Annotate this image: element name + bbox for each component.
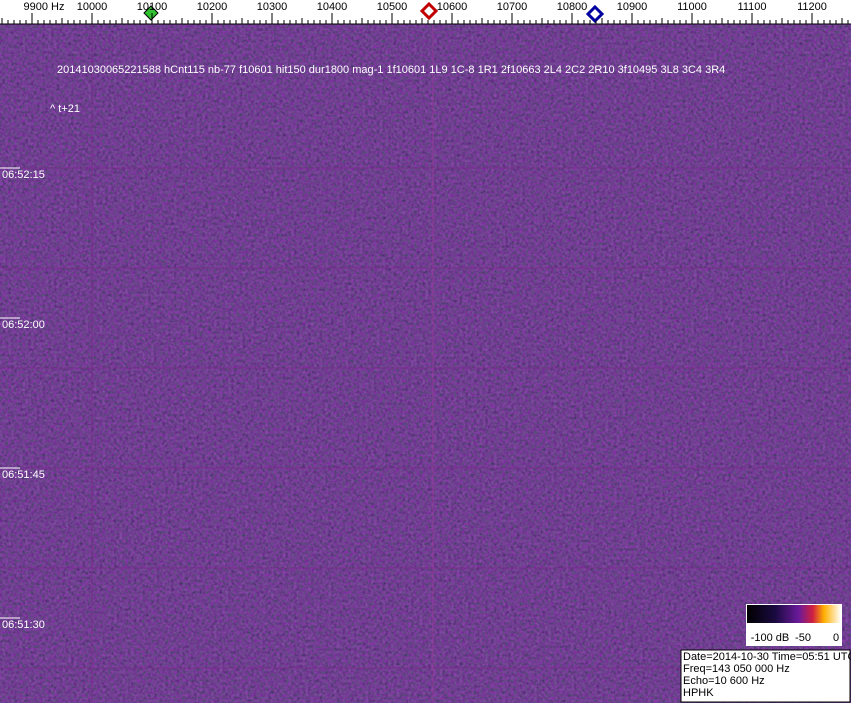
time-label: 06:51:30 <box>2 619 45 631</box>
tick-label: 11100 <box>738 1 767 13</box>
tick-label: 10900 <box>617 1 648 13</box>
info-line: Echo=10 600 Hz <box>683 675 765 687</box>
info-box <box>680 649 851 703</box>
tick-label: 10300 <box>257 1 288 13</box>
scale-label: -100 dB <box>751 632 790 644</box>
time-label: 06:52:00 <box>2 319 45 331</box>
tick-label: 10700 <box>497 1 528 13</box>
scale-label: 0 <box>833 632 839 644</box>
time-labels: 06:52:15 06:52:00 06:51:45 06:51:30 <box>0 167 45 631</box>
markers <box>143 1 605 24</box>
scale-label: -50 <box>795 632 811 644</box>
tick-label: 11000 <box>677 1 707 13</box>
tick-label: 10800 <box>557 1 588 13</box>
tick-label: 11200 <box>797 1 827 13</box>
info-line: Date=2014-10-30 Time=05:51 UTC <box>683 651 851 663</box>
grid <box>0 24 851 703</box>
tick-label: 10600 <box>437 1 468 13</box>
info-line: Freq=143 050 000 Hz <box>683 663 790 675</box>
info-line: HPHK <box>683 687 714 699</box>
waterfall-noise <box>0 24 851 703</box>
tick-label: 10400 <box>317 1 348 13</box>
marker-blue <box>585 4 605 24</box>
tick-label: 10200 <box>197 1 228 13</box>
tick-label: 10000 <box>77 1 108 13</box>
tick-label: 9900 Hz <box>24 1 65 13</box>
tick-label: 10500 <box>377 1 408 13</box>
tick-label: 10100 <box>137 1 168 13</box>
offset-text: ^ t+21 <box>50 103 80 115</box>
event-text: 20141030065221588 hCnt115 nb-77 f10601 h… <box>57 64 725 76</box>
time-label: 06:52:15 <box>2 169 45 181</box>
time-label: 06:51:45 <box>2 469 45 481</box>
marker-green <box>143 5 159 21</box>
marker-red <box>419 1 439 21</box>
color-scale <box>747 605 841 623</box>
